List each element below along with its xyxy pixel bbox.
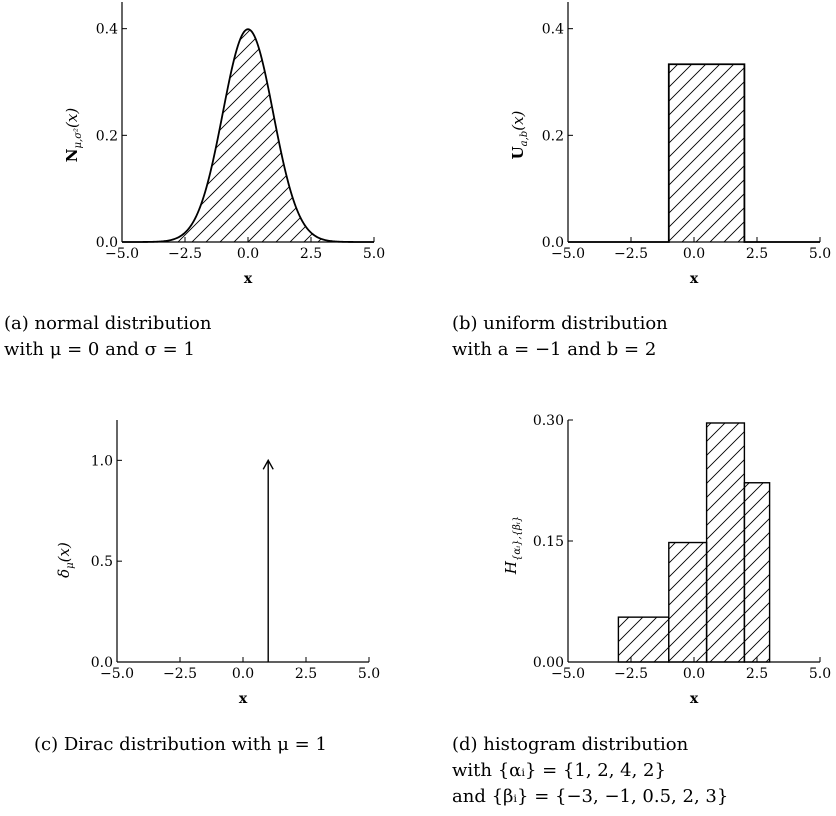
x-tick-label: 5.0 bbox=[363, 246, 385, 262]
panel-normal-distribution: −5.0 −2.5 0.0 2.5 5.0 0.0 0.2 0.4 x Nμ,σ²(x) bbox=[63, 2, 385, 287]
x-tick-label: −5.0 bbox=[551, 246, 585, 262]
x-tick-label: −5.0 bbox=[551, 666, 585, 682]
x-axis-label: x bbox=[690, 691, 699, 707]
x-tick-label: 5.0 bbox=[809, 246, 831, 262]
x-tick-label: 2.5 bbox=[295, 666, 317, 682]
histogram-bar bbox=[668, 541, 708, 663]
dirac-arrowhead bbox=[262, 458, 274, 470]
x-axis-label: x bbox=[239, 691, 248, 707]
histogram-bar bbox=[743, 482, 771, 663]
y-tick-label: 0.00 bbox=[533, 655, 564, 671]
x-tick-label: 5.0 bbox=[809, 666, 831, 682]
x-tick-label: −2.5 bbox=[168, 246, 202, 262]
y-tick-label: 0.2 bbox=[96, 128, 118, 144]
x-tick-label: 2.5 bbox=[746, 666, 768, 682]
caption-d-line2: with {αᵢ} = {1, 2, 4, 2} bbox=[452, 760, 666, 781]
panel-uniform-distribution: −5.0 −2.5 0.0 2.5 5.0 0.0 0.2 0.4 x Ua,b(x) bbox=[509, 2, 831, 287]
y-axis-label: H{αᵢ},{βᵢ} bbox=[502, 516, 523, 575]
y-tick-label: 1.0 bbox=[91, 453, 113, 469]
x-tick-label: −2.5 bbox=[614, 246, 648, 262]
caption-c-line1: (c) Dirac distribution with μ = 1 bbox=[34, 734, 327, 755]
y-tick-label: 0.4 bbox=[542, 22, 564, 38]
x-tick-label: 0.0 bbox=[232, 666, 254, 682]
caption-d-line3: and {βᵢ} = {−3, −1, 0.5, 2, 3} bbox=[452, 786, 728, 807]
caption-a-line1: (a) normal distribution bbox=[4, 313, 212, 334]
y-tick-label: 0.0 bbox=[91, 655, 113, 671]
y-tick-label: 0.4 bbox=[96, 22, 118, 38]
y-tick-label: 0.2 bbox=[542, 128, 564, 144]
caption-d-line1: (d) histogram distribution bbox=[452, 734, 689, 755]
y-tick-label: 0.0 bbox=[96, 235, 118, 251]
caption-b-line2: with a = −1 and b = 2 bbox=[452, 339, 656, 360]
y-axis-label: δμ(x) bbox=[55, 542, 76, 578]
x-tick-label: 0.0 bbox=[683, 666, 705, 682]
x-tick-label: −5.0 bbox=[100, 666, 134, 682]
y-tick-label: 0.0 bbox=[542, 235, 564, 251]
normal-curve bbox=[122, 28, 374, 243]
panel-histogram-distribution: −5.0 −2.5 0.0 2.5 5.0 0.00 0.15 0.30 x H{αᵢ},{… bbox=[502, 413, 831, 707]
panel-dirac-distribution: −5.0 −2.5 0.0 2.5 5.0 0.0 0.5 1.0 x δμ(x) bbox=[55, 420, 380, 707]
x-axis-label: x bbox=[690, 271, 699, 287]
x-tick-label: −5.0 bbox=[105, 246, 139, 262]
x-tick-label: 0.0 bbox=[683, 246, 705, 262]
histogram-bar bbox=[617, 616, 670, 663]
x-tick-label: 2.5 bbox=[746, 246, 768, 262]
x-tick-label: 5.0 bbox=[358, 666, 380, 682]
y-axis-label: Nμ,σ²(x) bbox=[63, 108, 84, 163]
y-tick-label: 0.5 bbox=[91, 554, 113, 570]
histogram-bar bbox=[705, 422, 746, 663]
x-tick-label: −2.5 bbox=[163, 666, 197, 682]
x-axis-label: x bbox=[244, 271, 253, 287]
x-tick-label: 2.5 bbox=[300, 246, 322, 262]
x-tick-label: 0.0 bbox=[237, 246, 259, 262]
caption-a-line2: with μ = 0 and σ = 1 bbox=[4, 339, 195, 360]
y-tick-label: 0.30 bbox=[533, 413, 564, 429]
uniform-fill bbox=[668, 64, 745, 243]
y-tick-label: 0.15 bbox=[533, 534, 564, 550]
x-tick-label: −2.5 bbox=[614, 666, 648, 682]
normal-curve-fill bbox=[122, 29, 374, 243]
caption-b-line1: (b) uniform distribution bbox=[452, 313, 668, 334]
y-axis-label: Ua,b(x) bbox=[509, 110, 530, 159]
